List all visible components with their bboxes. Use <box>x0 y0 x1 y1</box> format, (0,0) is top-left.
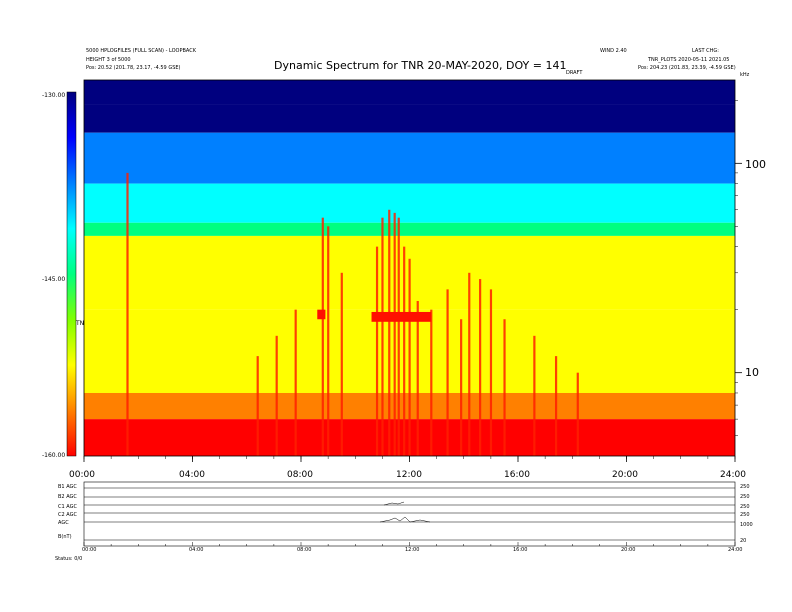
bottom-right-label: 250 <box>740 484 750 490</box>
bottom-right-label: 20 <box>740 538 747 544</box>
x-tick-label: 16:00 <box>504 470 530 480</box>
center-tag: DRAFT <box>566 70 583 76</box>
radio-burst <box>381 217 384 456</box>
radio-burst <box>430 309 433 456</box>
radio-burst <box>388 209 391 456</box>
radio-burst <box>327 226 330 456</box>
spectrum-band <box>84 104 735 133</box>
bottom-x-tick: 04:00 <box>189 547 204 553</box>
bottom-row-label: AGC <box>58 520 69 526</box>
radio-burst <box>403 246 406 456</box>
emission-patch <box>371 311 432 322</box>
bottom-x-tick: 20:00 <box>621 547 636 553</box>
y-tick-label: 10 <box>745 366 759 379</box>
radio-burst <box>576 372 579 456</box>
radio-burst <box>533 335 536 456</box>
radio-burst <box>503 319 506 456</box>
radio-burst <box>256 356 259 456</box>
status-footer: Status: 0/0 <box>55 556 83 562</box>
bottom-row-label: B(nT) <box>58 534 72 540</box>
bottom-right-label: 250 <box>740 494 750 500</box>
radio-burst <box>416 300 419 456</box>
radio-burst <box>468 272 471 456</box>
x-tick-label: 04:00 <box>179 470 205 480</box>
radio-burst <box>126 172 129 456</box>
frequency-unit-label: kHz <box>740 72 750 78</box>
x-tick-label: 08:00 <box>287 470 313 480</box>
radio-burst <box>408 258 411 456</box>
radio-burst <box>321 217 324 456</box>
bottom-x-tick: 00:00 <box>82 547 97 553</box>
c1-activity-trace <box>383 501 405 506</box>
radio-burst <box>489 289 493 456</box>
bottom-x-tick: 24:00 <box>728 547 743 553</box>
colorbar <box>66 91 77 457</box>
chart-title: Dynamic Spectrum for TNR 20-MAY-2020, DO… <box>274 59 567 72</box>
header-left-position: Pos: 20.52 (201.78, 23.17, -4.59 GSE) <box>86 65 181 71</box>
spectrogram-plot <box>84 80 735 456</box>
bottom-row-label: B2 AGC <box>58 494 77 500</box>
radio-burst <box>340 272 343 456</box>
bottom-row-label: B1 AGC <box>58 484 77 490</box>
radio-burst <box>554 356 558 456</box>
radio-burst <box>479 279 482 456</box>
header-right-line1: WIND 2.40 <box>600 48 627 54</box>
agc-activity-trace <box>379 516 431 523</box>
radio-burst <box>446 289 449 456</box>
bottom-row-label: C1 AGC <box>58 504 77 510</box>
radio-burst <box>393 212 396 456</box>
bottom-x-tick: 08:00 <box>297 547 312 553</box>
header-left-line1: 5000 HPLOGFILES (FULL SCAN) - LOOPBACK <box>86 48 196 54</box>
radio-burst <box>375 246 379 456</box>
bottom-right-label: 250 <box>740 504 750 510</box>
header-right-line3: TNR_PLOTS 2020-05-11 2021.05 <box>648 57 730 63</box>
header-right-line2: LAST CHG: <box>692 48 719 54</box>
spectrum-band <box>84 222 735 236</box>
colorbar-tick-mid: -145.00 <box>42 276 66 283</box>
x-tick-label: 20:00 <box>612 470 638 480</box>
x-tick-label: 24:00 <box>720 470 746 480</box>
colorbar-tick-bottom: -160.00 <box>42 452 66 459</box>
bottom-x-tick: 16:00 <box>513 547 528 553</box>
x-tick-label: 00:00 <box>69 470 95 480</box>
colorbar-label: TNR <box>76 320 89 327</box>
bottom-panel <box>83 481 736 547</box>
spectrum-band <box>84 183 735 223</box>
radio-burst <box>397 217 400 456</box>
emission-patch <box>317 309 326 320</box>
x-tick-label: 12:00 <box>396 470 422 480</box>
radio-burst <box>294 309 297 456</box>
plot-axes <box>83 79 742 462</box>
colorbar-tick-top: -130.00 <box>42 92 66 99</box>
spectrum-band <box>84 132 735 184</box>
bottom-row-label: C2 AGC <box>58 512 77 518</box>
radio-burst <box>460 319 463 456</box>
bottom-right-label: 1000 <box>740 522 753 528</box>
y-tick-label: 100 <box>745 158 766 171</box>
bottom-panel-frame <box>83 481 736 547</box>
bottom-x-tick: 12:00 <box>405 547 420 553</box>
spectrum-band <box>84 80 735 105</box>
radio-burst <box>275 335 278 456</box>
header-left-line2: HEIGHT 3 of 5000 <box>86 57 131 63</box>
bottom-right-label: 250 <box>740 512 750 518</box>
header-right-position: Pos: 204.23 (201.83, 23.39, -4.59 GSE) <box>638 65 736 71</box>
